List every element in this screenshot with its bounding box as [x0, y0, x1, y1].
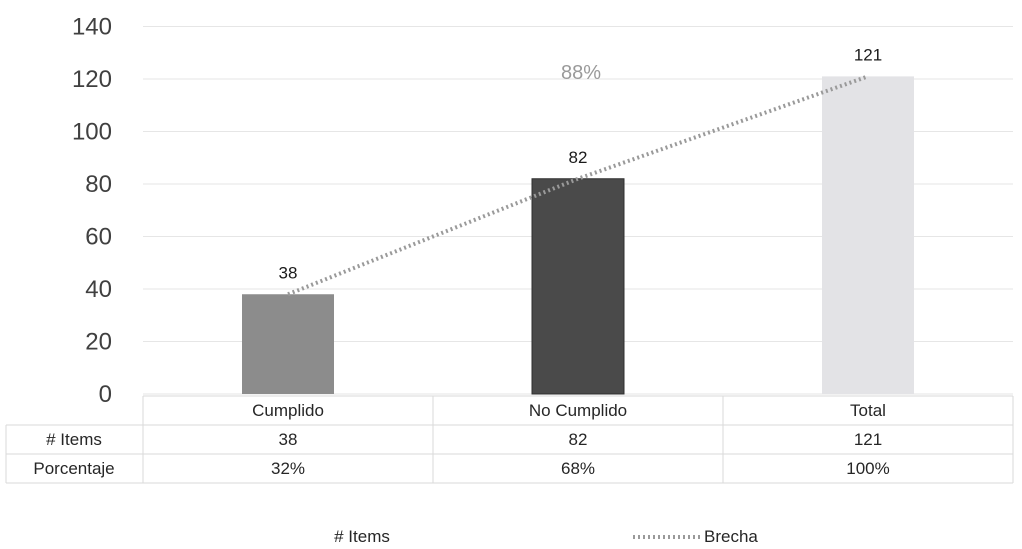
bars [242, 76, 914, 395]
table-cell: 100% [846, 459, 889, 478]
data-label: 38 [279, 263, 298, 282]
legend-label: # Items [334, 527, 390, 546]
gap-annotation: 88% [561, 62, 601, 84]
y-tick-label: 140 [72, 14, 112, 41]
data-label: 82 [569, 148, 588, 167]
category-label: No Cumplido [529, 401, 627, 420]
category-label: Cumplido [252, 401, 324, 420]
y-axis-ticks: 0 20 40 60 80 100 120 140 [72, 14, 112, 409]
y-tick-label: 0 [99, 381, 112, 408]
data-table: Cumplido No Cumplido Total # Items 38 82 121 Po… [5, 395, 1014, 484]
y-tick-label: 60 [85, 224, 112, 251]
legend-label: Brecha [704, 527, 758, 546]
table-row-header: # Items [46, 430, 102, 449]
bar-total [822, 76, 914, 394]
table-cell: 68% [561, 459, 595, 478]
y-tick-label: 20 [85, 329, 112, 356]
data-label: 121 [854, 45, 882, 64]
bar-no-cumplido [531, 178, 625, 395]
y-tick-label: 40 [85, 276, 112, 303]
table-cell: 38 [279, 430, 298, 449]
bar-cumplido [242, 294, 334, 394]
table-cell: 82 [569, 430, 588, 449]
category-label: Total [850, 401, 886, 420]
y-tick-label: 120 [72, 66, 112, 93]
table-cell: 121 [854, 430, 882, 449]
y-tick-label: 80 [85, 171, 112, 198]
table-row-header: Porcentaje [33, 459, 114, 478]
y-tick-label: 100 [72, 119, 112, 146]
table-cell: 32% [271, 459, 305, 478]
data-labels: 38 82 121 [279, 45, 883, 282]
legend: # Items Brecha [334, 527, 758, 546]
